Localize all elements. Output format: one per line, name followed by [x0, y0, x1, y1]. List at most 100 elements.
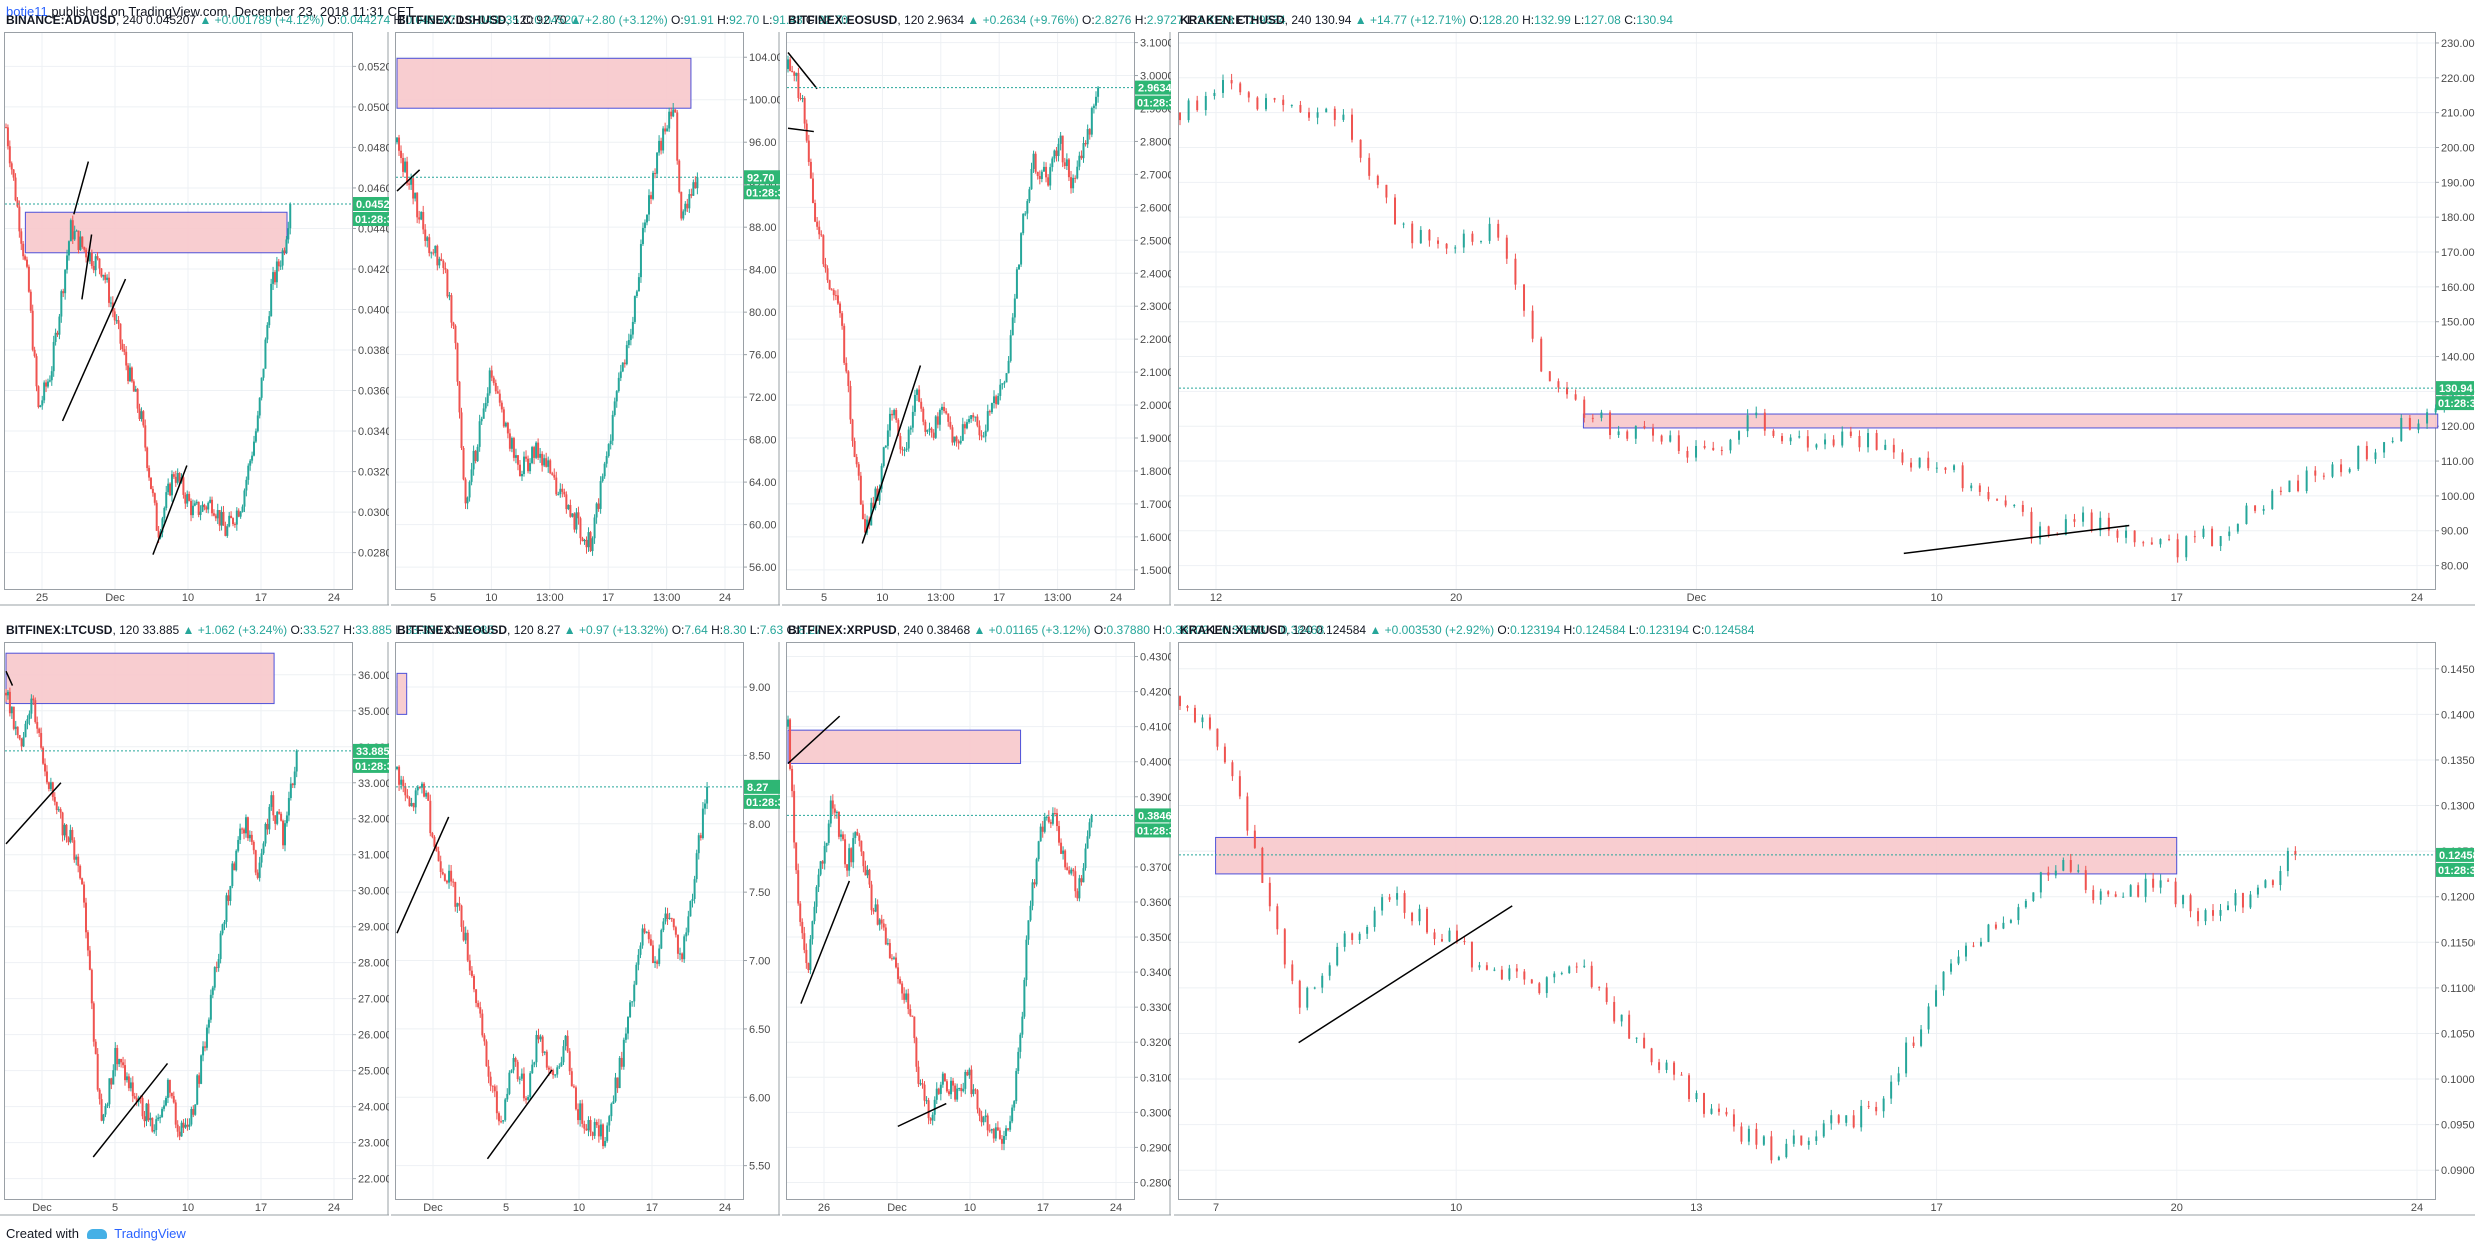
candle-body [901, 449, 904, 451]
footer: Created with TradingView [6, 1226, 186, 1241]
candle-body [839, 303, 842, 314]
candle-body [643, 222, 646, 228]
chart-panel-binance-adausd[interactable]: BINANCE:ADAUSD, 240 0.045207 ▲ +0.001789… [0, 12, 584, 606]
last-price-tag-text: 8.27 [747, 782, 768, 794]
chart-panel-bitfinex-ltcusd[interactable]: BITFINEX:LTCUSD, 120 33.885 ▲ +1.062 (+3… [0, 622, 494, 1216]
candle-body [797, 870, 800, 904]
candle-body [813, 906, 816, 922]
candle-body [474, 450, 477, 462]
plot-frame [4, 32, 353, 590]
y-tick-label: 0.135000 [2441, 755, 2475, 767]
trend-line [486, 1069, 553, 1160]
candle-body [2249, 894, 2252, 908]
candle-body [935, 1088, 938, 1100]
candle-body [460, 905, 463, 927]
x-tick-label: 5 [821, 592, 827, 604]
chart-panel-bitfinex-eosusd[interactable]: BITFINEX:EOSUSD, 120 2.9634 ▲ +0.2634 (+… [782, 12, 1286, 606]
candle-body [913, 1016, 916, 1039]
candle-body [1208, 717, 1211, 729]
candle-body [575, 512, 578, 530]
chart-panel-bitfinex-dshusd[interactable]: BITFINEX:DSHUSD, 120 92.70 ▲ +2.80 (+3.1… [391, 12, 848, 606]
candle-body [917, 1066, 920, 1084]
header-separator: H: [707, 623, 724, 637]
candle-body [77, 856, 80, 866]
candle-body [124, 1065, 127, 1081]
candle-body [1040, 171, 1043, 179]
chart-panel-bitfinex-neousd[interactable]: BITFINEX:NEOUSD, 120 8.27 ▲ +0.97 (+13.3… [391, 622, 822, 1216]
candle-body [1231, 762, 1234, 777]
candle-body [1440, 939, 1443, 942]
y-tick-label: 180.00 [2441, 212, 2475, 224]
x-tick-label: Dec [32, 1202, 52, 1214]
x-tick-label: Dec [423, 1202, 443, 1214]
candle-body [2150, 542, 2153, 545]
candle-body [903, 993, 906, 1000]
candle-body [2383, 442, 2386, 453]
candle-body [56, 332, 59, 335]
x-tick-label: 17 [646, 1202, 658, 1214]
candle-body [1957, 956, 1960, 964]
x-tick-label: 24 [719, 1202, 731, 1214]
countdown-tag [353, 758, 389, 773]
candle-body [589, 532, 592, 552]
candle-body [801, 98, 804, 100]
candle-body [1480, 240, 1483, 242]
candle-body [174, 1102, 177, 1125]
tradingview-link[interactable]: TradingView [114, 1226, 186, 1241]
candle-body [656, 152, 659, 174]
candle-body [2294, 850, 2297, 855]
chart-panel-bitfinex-xrpusd[interactable]: BITFINEX:XRPUSD, 240 0.38468 ▲ +0.01165 … [782, 622, 1324, 1216]
candle-body [1545, 977, 1548, 994]
candle-body [637, 954, 640, 965]
candle-body [990, 1129, 993, 1131]
candle-body [500, 1121, 503, 1123]
candle-body [828, 280, 831, 290]
candle-body [479, 1007, 482, 1014]
candle-body [270, 283, 273, 317]
candle-body [81, 878, 84, 885]
candle-body [127, 365, 130, 382]
candle-body [22, 737, 25, 747]
candle-body [1557, 381, 1560, 388]
last-price: 130.94 [1314, 13, 1352, 27]
candle-body [186, 1124, 189, 1127]
x-tick-label: 17 [993, 592, 1005, 604]
candle-body [50, 371, 53, 381]
candle-body [1045, 816, 1048, 818]
candle-body [682, 211, 685, 219]
resistance-zone [396, 672, 408, 715]
candle-body [841, 313, 844, 326]
countdown-tag-text: 01:28:36 [2438, 865, 2475, 877]
header-separator: C: [1265, 623, 1281, 637]
candle-body [498, 393, 501, 403]
chart-panel-kraken-xlmusd[interactable]: KRAKEN:XLMUSD, 120 0.124584 ▲ +0.003530 … [1174, 622, 2475, 1216]
author-link[interactable]: botje11 [6, 4, 48, 19]
candle-body [1598, 986, 1601, 988]
candle-body [143, 1116, 146, 1122]
candle-body [57, 809, 60, 811]
candle-body [153, 1129, 156, 1132]
candle-body [637, 277, 640, 292]
candle-body [988, 411, 991, 413]
y-tick-label: 35.000 [358, 706, 389, 718]
candle-body [1673, 1062, 1676, 1075]
chart-panel-kraken-ethusd[interactable]: KRAKEN:ETHUSD, 240 130.94 ▲ +14.77 (+12.… [1174, 12, 2475, 606]
candle-body [1313, 987, 1316, 989]
candle-body [141, 1098, 144, 1117]
candle-body [856, 832, 859, 836]
candle-body [2039, 872, 2042, 893]
header-separator: , [896, 623, 904, 637]
candle-body [1247, 92, 1250, 98]
candle-body [264, 823, 267, 844]
candle-body [219, 933, 222, 960]
plot-area: 230.00220.00210.00200.00190.00180.00170.… [1174, 32, 2475, 606]
header-separator: O: [1466, 13, 1483, 27]
candle-body [819, 861, 822, 875]
candle-body [180, 1122, 183, 1137]
candle-body [2314, 470, 2317, 476]
candle-body [1020, 233, 1023, 265]
candle-body [629, 1002, 632, 1017]
candle-body [1007, 360, 1010, 374]
